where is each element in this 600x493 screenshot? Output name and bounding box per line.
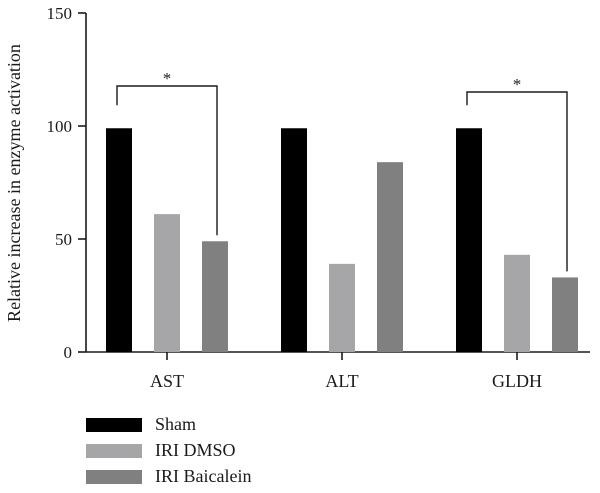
legend-label: IRI DMSO bbox=[155, 440, 236, 460]
legend-label: IRI Baicalein bbox=[155, 466, 252, 486]
bar-alt-sham bbox=[281, 128, 307, 352]
significance-star: * bbox=[163, 69, 172, 88]
x-tick-label: AST bbox=[150, 371, 184, 391]
significance-bracket: * bbox=[466, 75, 568, 272]
bar-gldh-iri-baicalein bbox=[552, 277, 578, 352]
legend-item-sham: Sham bbox=[86, 412, 251, 437]
bracket-line bbox=[116, 85, 218, 236]
bracket-line bbox=[466, 91, 568, 272]
significance-annotations: * * bbox=[116, 69, 568, 272]
chart-legend: Sham IRI DMSO IRI Baicalein bbox=[86, 412, 251, 490]
significance-star: * bbox=[513, 75, 522, 94]
y-tick-label: 100 bbox=[47, 117, 73, 136]
bar-alt-iri-dmso bbox=[329, 263, 355, 352]
legend-swatch bbox=[86, 443, 142, 458]
legend-item-iri-dmso: IRI DMSO bbox=[86, 438, 251, 463]
legend-item-iri-baicalein: IRI Baicalein bbox=[86, 464, 251, 489]
bar-ast-iri-dmso bbox=[154, 214, 180, 352]
bar-ast-iri-baicalein bbox=[202, 241, 228, 352]
significance-bracket: * bbox=[116, 69, 218, 236]
y-tick-label: 50 bbox=[55, 230, 72, 249]
legend-swatch bbox=[86, 469, 142, 484]
bar-alt-iri-baicalein bbox=[377, 162, 403, 352]
y-axis: 0 50 100 150 bbox=[47, 4, 87, 362]
legend-label: Sham bbox=[155, 414, 197, 434]
bar-gldh-sham bbox=[456, 128, 482, 352]
bars bbox=[106, 128, 578, 352]
y-axis-label: Relative increase in enzyme activation bbox=[4, 44, 24, 322]
x-axis: AST ALT GLDH bbox=[86, 351, 590, 391]
legend-swatch bbox=[86, 417, 142, 432]
y-tick-label: 150 bbox=[47, 4, 73, 23]
bar-gldh-iri-dmso bbox=[504, 254, 530, 352]
x-tick-label: ALT bbox=[325, 371, 358, 391]
x-tick-label: GLDH bbox=[492, 371, 542, 391]
bar-ast-sham bbox=[106, 128, 132, 352]
y-tick-label: 0 bbox=[64, 343, 73, 362]
